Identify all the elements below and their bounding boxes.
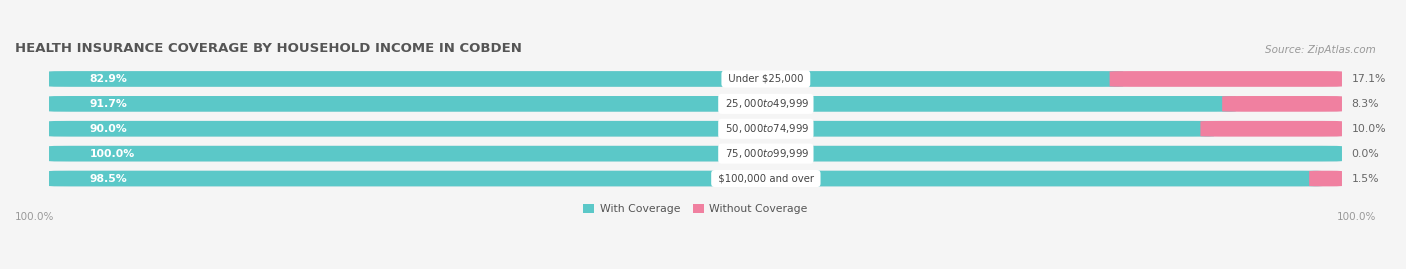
- FancyBboxPatch shape: [49, 71, 1123, 87]
- FancyBboxPatch shape: [49, 146, 1341, 161]
- FancyBboxPatch shape: [49, 121, 1341, 137]
- Text: 8.3%: 8.3%: [1351, 99, 1379, 109]
- Text: $25,000 to $49,999: $25,000 to $49,999: [721, 97, 810, 110]
- FancyBboxPatch shape: [49, 71, 1341, 87]
- FancyBboxPatch shape: [49, 121, 1213, 137]
- FancyBboxPatch shape: [1222, 96, 1341, 112]
- FancyBboxPatch shape: [1309, 171, 1341, 186]
- Text: 100.0%: 100.0%: [15, 212, 55, 222]
- Text: 91.7%: 91.7%: [90, 99, 128, 109]
- FancyBboxPatch shape: [49, 171, 1323, 186]
- FancyBboxPatch shape: [49, 146, 1341, 161]
- Text: 100.0%: 100.0%: [1337, 212, 1376, 222]
- FancyBboxPatch shape: [49, 96, 1341, 112]
- Text: 100.0%: 100.0%: [90, 149, 135, 159]
- Text: $100,000 and over: $100,000 and over: [714, 174, 817, 183]
- Text: $75,000 to $99,999: $75,000 to $99,999: [721, 147, 810, 160]
- Text: 98.5%: 98.5%: [90, 174, 128, 183]
- FancyBboxPatch shape: [1109, 71, 1341, 87]
- Text: 90.0%: 90.0%: [90, 124, 128, 134]
- Text: 17.1%: 17.1%: [1351, 74, 1386, 84]
- Text: 10.0%: 10.0%: [1351, 124, 1386, 134]
- Text: $50,000 to $74,999: $50,000 to $74,999: [721, 122, 810, 135]
- FancyBboxPatch shape: [1201, 121, 1341, 137]
- FancyBboxPatch shape: [49, 171, 1341, 186]
- Text: Source: ZipAtlas.com: Source: ZipAtlas.com: [1265, 45, 1376, 55]
- FancyBboxPatch shape: [49, 96, 1236, 112]
- Text: HEALTH INSURANCE COVERAGE BY HOUSEHOLD INCOME IN COBDEN: HEALTH INSURANCE COVERAGE BY HOUSEHOLD I…: [15, 42, 522, 55]
- Legend: With Coverage, Without Coverage: With Coverage, Without Coverage: [583, 204, 807, 214]
- Text: 1.5%: 1.5%: [1351, 174, 1379, 183]
- Text: Under $25,000: Under $25,000: [725, 74, 807, 84]
- Text: 82.9%: 82.9%: [90, 74, 128, 84]
- Text: 0.0%: 0.0%: [1351, 149, 1379, 159]
